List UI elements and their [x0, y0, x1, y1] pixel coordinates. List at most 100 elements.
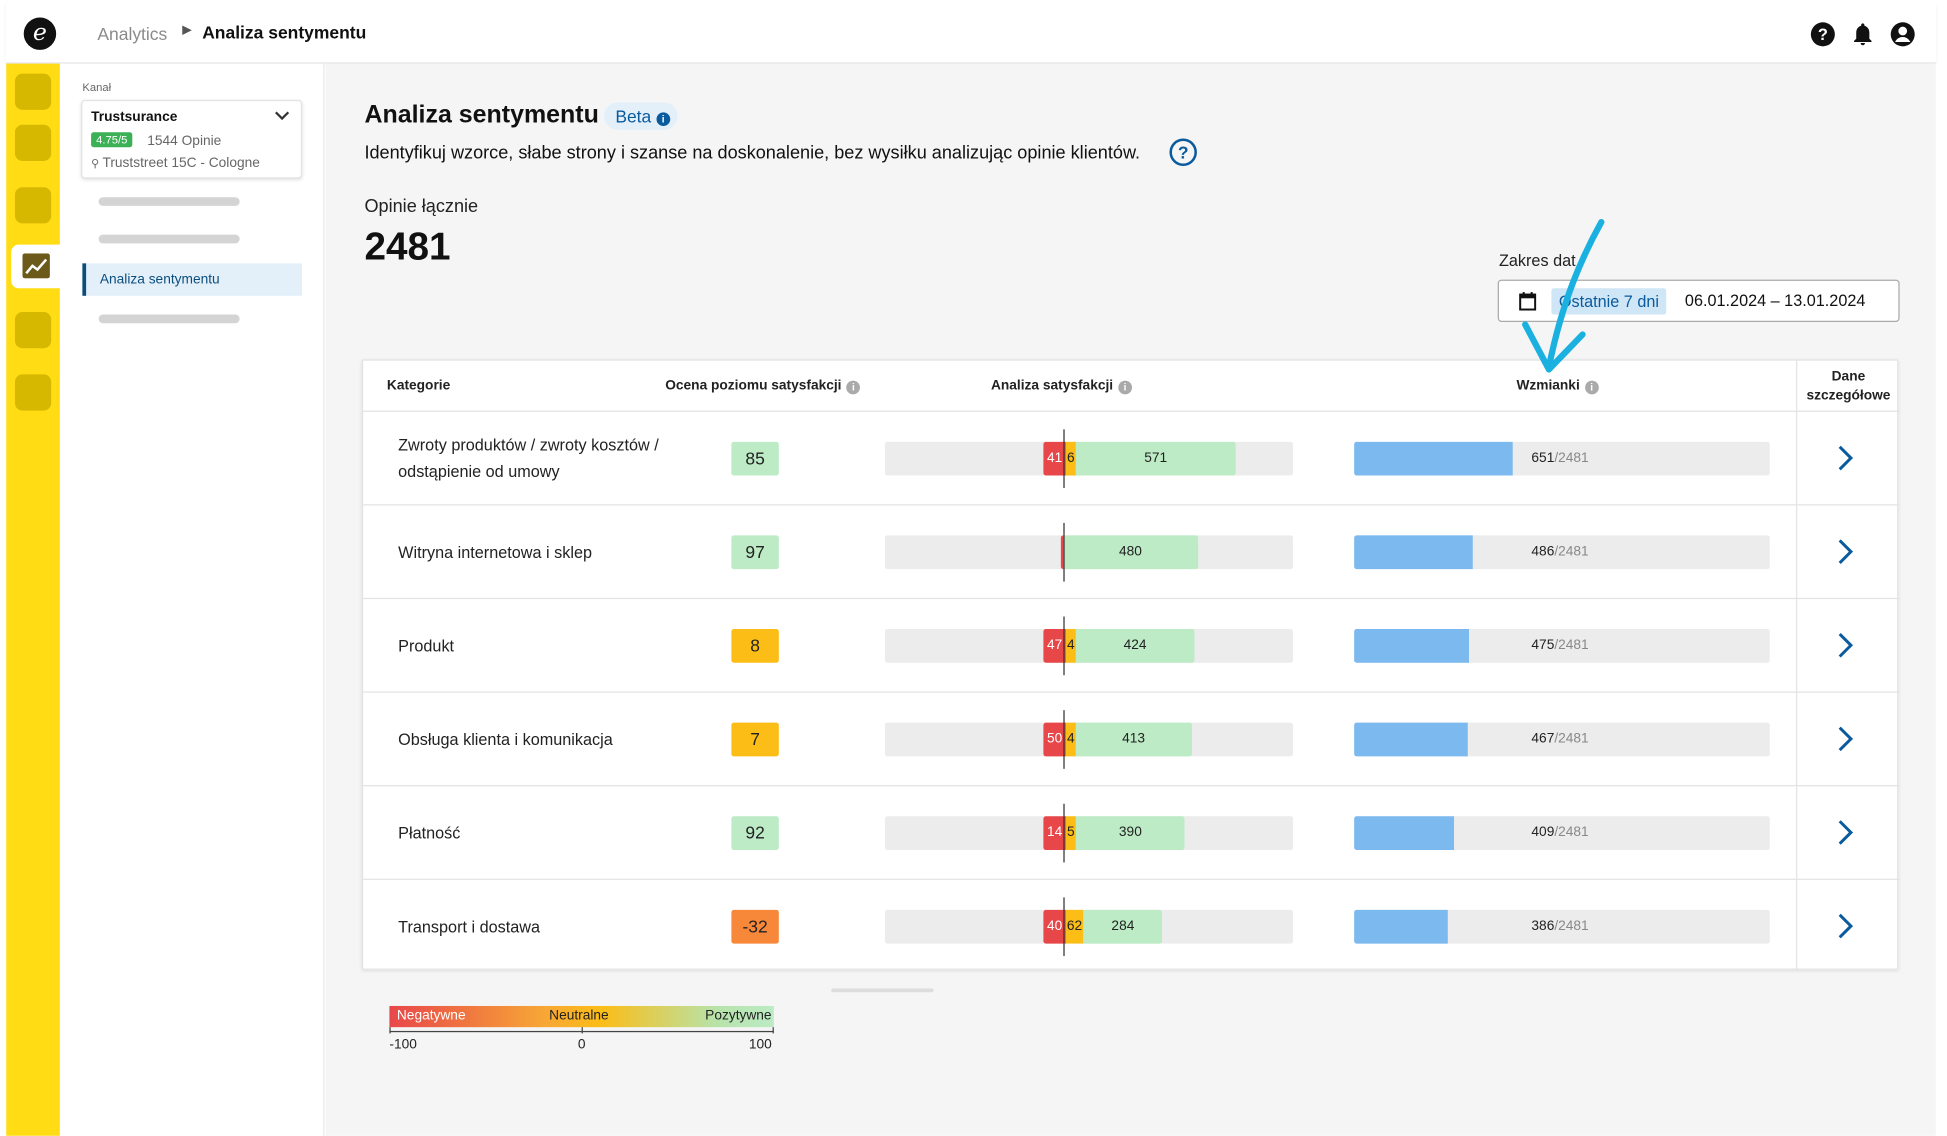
nav-placeholder-3 — [98, 314, 240, 324]
satisfaction-score: 97 — [731, 535, 779, 570]
nav-placeholder-2 — [98, 234, 240, 244]
neutral-segment[interactable]: 5 — [1065, 816, 1076, 850]
legend-mid: 0 — [577, 1037, 586, 1053]
top-bar: e Analytics ▶ Analiza sentymentu ? — [6, 3, 1936, 64]
positive-segment[interactable]: 480 — [1063, 535, 1198, 570]
date-preset-chip[interactable]: Ostatnie 7 dni — [1551, 288, 1667, 315]
account-icon[interactable] — [1890, 21, 1916, 47]
zero-marker — [1063, 616, 1065, 676]
legend-negative: Negatywne — [396, 1008, 466, 1024]
date-range-picker[interactable]: Ostatnie 7 dni 06.01.2024 – 13.01.2024 — [1497, 279, 1900, 323]
satisfaction-score: 7 — [731, 722, 779, 757]
breadcrumb-separator-icon: ▶ — [182, 23, 192, 38]
header-divider — [363, 410, 1900, 412]
table-row[interactable]: Witryna internetowa i sklep 97 480 486/2481 — [363, 505, 1900, 600]
positive-segment[interactable]: 413 — [1075, 722, 1192, 757]
header-analysis: Analiza satysfakcji i — [991, 378, 1132, 395]
app-rail — [6, 63, 67, 1136]
legend-gradient — [389, 1005, 774, 1028]
legend-tick — [581, 1027, 583, 1034]
mentions-bar — [1354, 909, 1448, 944]
sidebar: Kanał Trustsurance 4.75/5 1544 Opinie ⚲ … — [59, 63, 325, 1136]
channel-address: ⚲ Truststreet 15C - Cologne — [91, 156, 260, 171]
table-row[interactable]: Płatność 92 14 5 390 409/2481 — [363, 786, 1900, 880]
rail-item-5[interactable] — [14, 312, 52, 349]
table-row[interactable]: Produkt 8 47 4 424 475/2481 — [363, 599, 1900, 693]
total-reviews-value: 2481 — [364, 224, 451, 269]
category-name: Płatność — [398, 823, 461, 843]
app-logo[interactable]: e — [23, 17, 57, 50]
negative-segment[interactable]: 41 — [1043, 441, 1066, 476]
table-row[interactable]: Obsługa klienta i komunikacja 7 50 4 413 467/… — [363, 693, 1900, 787]
chart-trend-icon — [22, 253, 50, 279]
chevron-right-icon[interactable] — [1836, 819, 1854, 846]
positive-segment[interactable]: 571 — [1075, 441, 1236, 476]
legend-tick — [772, 1027, 774, 1034]
channel-name: Trustsurance — [91, 109, 178, 125]
mentions-bar — [1354, 816, 1454, 850]
help-icon[interactable]: ? — [1810, 21, 1836, 47]
neutral-segment[interactable]: 4 — [1065, 722, 1076, 757]
breadcrumb-analytics[interactable]: Analytics — [97, 23, 168, 44]
negative-segment[interactable]: 14 — [1043, 816, 1066, 850]
help-icon[interactable]: ? — [1169, 138, 1197, 166]
positive-segment[interactable]: 284 — [1083, 909, 1163, 944]
calendar-icon — [1519, 292, 1537, 311]
channel-selector[interactable]: Trustsurance 4.75/5 1544 Opinie ⚲ Trusts… — [81, 99, 303, 179]
rail-item-analytics[interactable] — [11, 244, 67, 289]
header-category: Kategorie — [386, 378, 451, 394]
legend-positive: Pozytywne — [705, 1008, 772, 1024]
info-icon[interactable]: i — [1118, 380, 1132, 395]
satisfaction-score: 8 — [731, 629, 779, 663]
neutral-segment[interactable]: 4 — [1065, 629, 1076, 663]
table-row[interactable]: Zwroty produktów / zwroty kosztów / odst… — [363, 412, 1900, 506]
mentions-value: 409/2481 — [1531, 824, 1589, 840]
negative-segment[interactable] — [1060, 535, 1064, 570]
satisfaction-score: 85 — [731, 441, 779, 476]
negative-segment[interactable]: 47 — [1043, 629, 1066, 663]
category-name: Witryna internetowa i sklep — [398, 542, 593, 562]
legend-max: 100 — [748, 1037, 772, 1053]
page-subtitle: Identyfikuj wzorce, słabe strony i szans… — [364, 143, 1141, 164]
date-range-value: 06.01.2024 – 13.01.2024 — [1684, 290, 1866, 310]
mentions-bar — [1354, 629, 1470, 663]
horizontal-scrollbar[interactable] — [831, 988, 934, 993]
negative-segment[interactable]: 50 — [1043, 722, 1066, 757]
rating-badge: 4.75/5 — [91, 132, 133, 148]
mentions-value: 486/2481 — [1531, 544, 1589, 560]
reviews-count: 1544 Opinie — [147, 133, 222, 149]
header-score: Ocena poziomu satysfakcji i — [665, 378, 861, 395]
category-name: Zwroty produktów / zwroty kosztów / odst… — [398, 435, 659, 481]
chevron-down-icon[interactable] — [275, 111, 290, 121]
sidebar-item-sentiment[interactable]: Analiza sentymentu — [82, 263, 303, 296]
chevron-right-icon[interactable] — [1836, 725, 1854, 752]
table-row[interactable]: Transport i dostawa -32 40 62 284 386/2481 — [363, 880, 1899, 974]
rail-item-3[interactable] — [14, 187, 52, 224]
info-icon[interactable]: i — [846, 380, 861, 395]
beta-badge[interactable]: Beta i — [604, 102, 678, 130]
info-icon[interactable]: i — [1584, 380, 1599, 395]
neutral-segment[interactable]: 62 — [1065, 909, 1084, 944]
bell-icon[interactable] — [1850, 21, 1876, 47]
rail-item-1[interactable] — [14, 73, 52, 110]
chevron-right-icon[interactable] — [1836, 912, 1854, 939]
legend-neutral: Neutralne — [549, 1008, 609, 1024]
svg-text:?: ? — [1818, 26, 1828, 44]
chevron-right-icon[interactable] — [1836, 538, 1854, 565]
mentions-bar — [1354, 722, 1468, 757]
rail-item-2[interactable] — [14, 124, 52, 162]
neutral-segment[interactable]: 6 — [1065, 441, 1076, 476]
positive-segment[interactable]: 390 — [1075, 816, 1185, 850]
chevron-right-icon[interactable] — [1836, 444, 1854, 471]
info-icon[interactable]: i — [656, 112, 670, 127]
location-pin-icon: ⚲ — [91, 157, 103, 170]
positive-segment[interactable]: 424 — [1075, 629, 1195, 663]
chevron-right-icon[interactable] — [1836, 632, 1854, 659]
negative-segment[interactable]: 40 — [1043, 909, 1066, 944]
rail-item-6[interactable] — [14, 374, 52, 411]
mentions-value: 386/2481 — [1531, 918, 1589, 934]
total-reviews-label: Opinie łącznie — [364, 197, 479, 218]
zero-marker — [1063, 803, 1065, 863]
sentiment-table: Kategorie Ocena poziomu satysfakcji i Ana… — [361, 359, 1900, 972]
